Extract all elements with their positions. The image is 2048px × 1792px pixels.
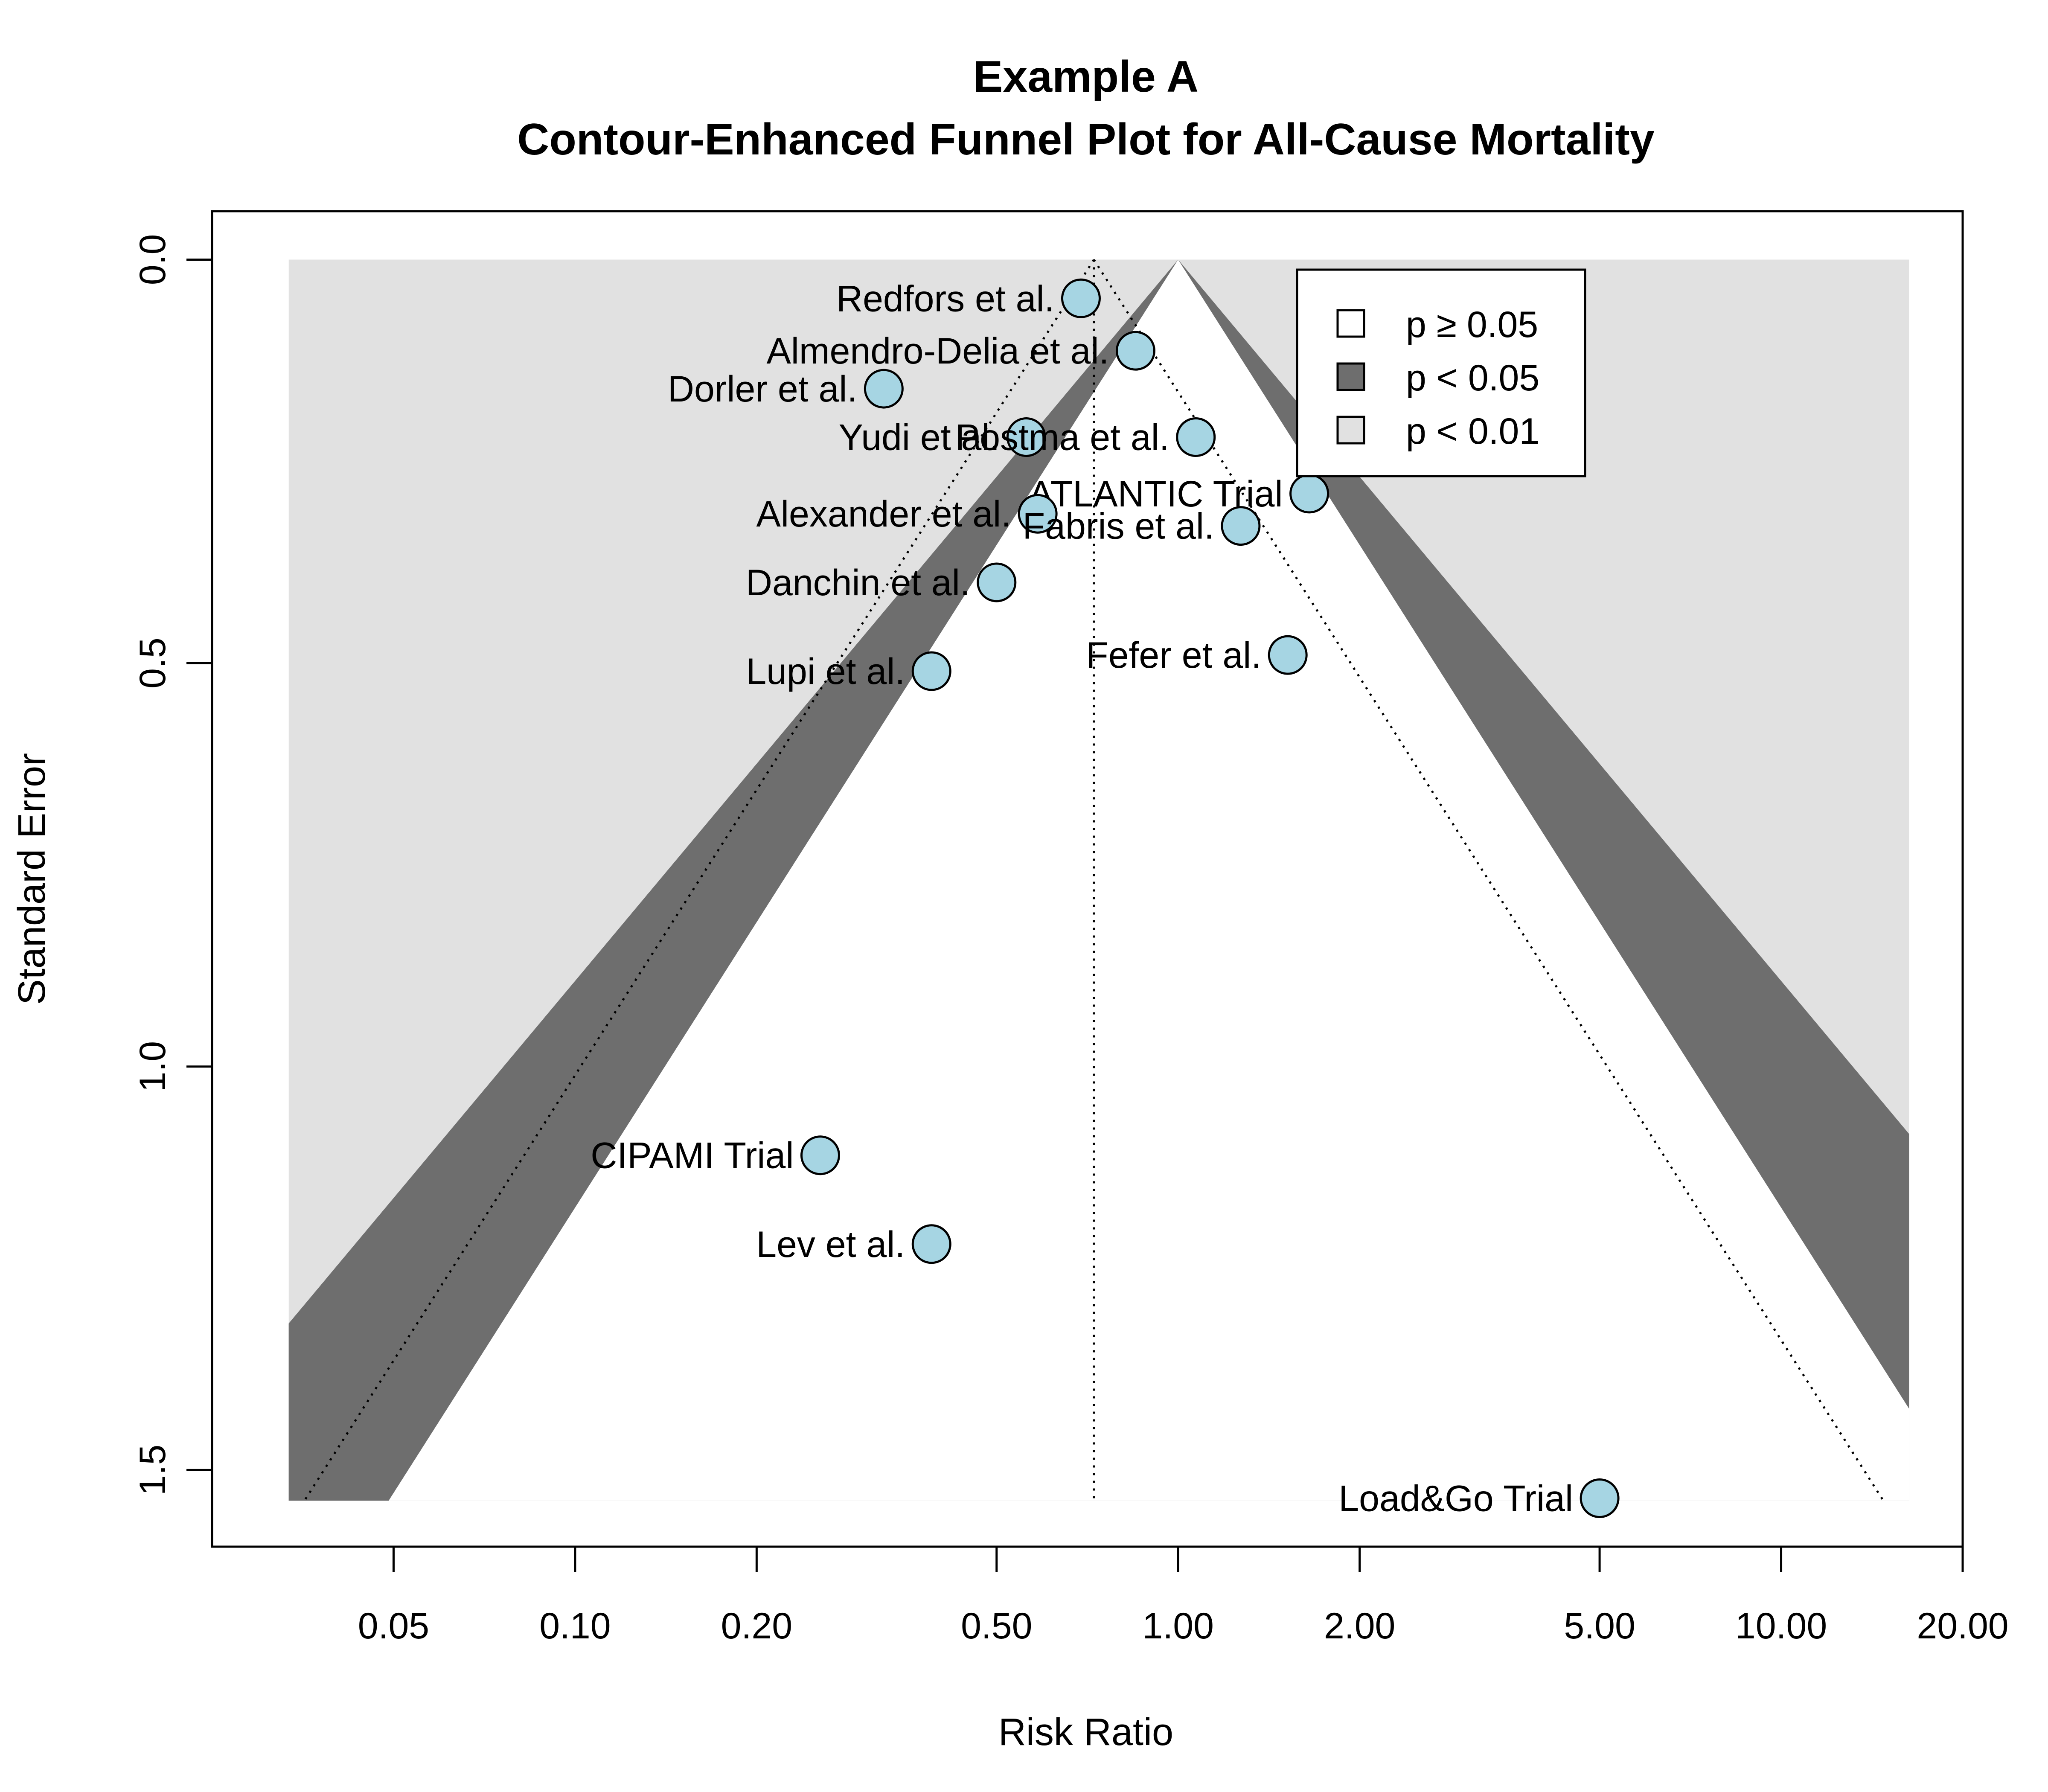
- study-point: [1221, 506, 1261, 546]
- y-axis-title: Standard Error: [11, 753, 53, 1005]
- y-axis: 0.0 0.5 1.0 1.5: [132, 234, 213, 1496]
- study-point: [911, 651, 951, 691]
- study-point: [1061, 278, 1101, 318]
- study-point: [1115, 331, 1155, 371]
- x-tick-label: 20.00: [1917, 1606, 2008, 1647]
- x-tick-label: 5.00: [1564, 1606, 1635, 1647]
- study-label: CIPAMI Trial: [591, 1135, 794, 1176]
- study-label: Lev et al.: [756, 1224, 905, 1265]
- y-tick-label: 0.5: [132, 637, 173, 689]
- chart-subtitle: Contour-Enhanced Funnel Plot for All-Cau…: [517, 115, 1655, 164]
- study-point: [977, 562, 1017, 602]
- study-point: [1006, 417, 1046, 457]
- legend-label: p ≥ 0.05: [1406, 304, 1538, 345]
- legend-label: p < 0.05: [1406, 358, 1539, 399]
- chart-title: Example A: [973, 52, 1199, 102]
- study-label: Dorler et al.: [668, 369, 858, 410]
- study-point: [864, 369, 904, 409]
- study-label: Load&Go Trial: [1338, 1478, 1573, 1519]
- y-tick-label: 1.0: [132, 1041, 173, 1092]
- study-point: [1018, 494, 1058, 534]
- study-label: Almendro-Delia et al.: [766, 331, 1109, 372]
- x-axis-title: Risk Ratio: [998, 1711, 1173, 1754]
- study-label: Fabris et al.: [1023, 506, 1214, 547]
- x-tick-label: 0.20: [721, 1606, 792, 1647]
- study-label: Alexander et al.: [756, 494, 1012, 535]
- y-tick-label: 0.0: [132, 234, 173, 285]
- study-point: [1268, 635, 1308, 675]
- x-axis: 0.05 0.10 0.20 0.50 1.00 2.00 5.00 10.00 20.00: [358, 1545, 2009, 1647]
- study-point: [911, 1224, 951, 1264]
- x-tick-label: 2.00: [1324, 1606, 1395, 1647]
- legend-swatch: [1336, 416, 1365, 445]
- study-label: Fefer et al.: [1086, 635, 1261, 676]
- study-label: Yudi et al.: [839, 417, 1000, 458]
- legend: p ≥ 0.05 p < 0.05 p < 0.01: [1296, 268, 1586, 477]
- legend-swatch: [1336, 362, 1365, 391]
- x-tick-label: 0.50: [961, 1606, 1032, 1647]
- study-label: Danchin et al.: [746, 562, 970, 603]
- study-label: Postma et al.: [955, 417, 1169, 458]
- x-tick-label: 1.00: [1143, 1606, 1214, 1647]
- x-tick-label: 10.00: [1735, 1606, 1827, 1647]
- study-label: Redfors et al.: [836, 278, 1054, 319]
- y-tick-label: 1.5: [132, 1445, 173, 1496]
- study-points: Redfors et al. Almendro-Delia et al.Dorle…: [591, 278, 1620, 1519]
- contour-regions: [288, 259, 1909, 1501]
- study-point: [1580, 1478, 1620, 1519]
- x-tick-label: 0.10: [539, 1606, 611, 1647]
- legend-label: p < 0.01: [1406, 411, 1539, 452]
- study-label: Lupi et al.: [746, 651, 905, 692]
- study-point: [1289, 474, 1329, 514]
- study-point: [1176, 417, 1216, 457]
- study-point: [800, 1135, 840, 1175]
- legend-swatch: [1336, 309, 1365, 338]
- contour-ns-region: [388, 259, 1909, 1501]
- x-tick-label: 0.05: [358, 1606, 429, 1647]
